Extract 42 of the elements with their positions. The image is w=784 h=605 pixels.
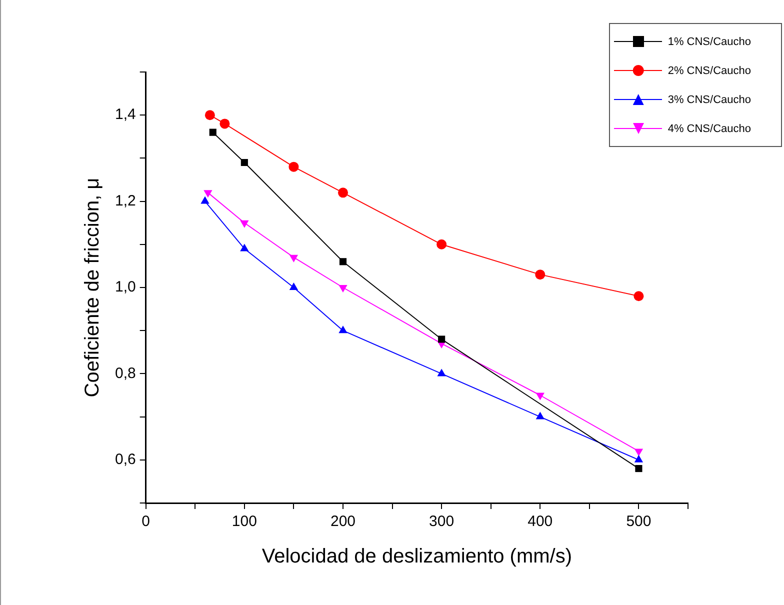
point — [338, 326, 348, 334]
x-tick-label: 500 — [626, 513, 652, 530]
point — [209, 128, 216, 136]
point — [438, 336, 446, 343]
legend-label: 4% CNS/Caucho — [668, 122, 751, 134]
y-axis-title: Coeficiente de friccion, μ — [82, 178, 104, 398]
point — [289, 282, 298, 290]
legend-label: 1% CNS/Caucho — [668, 36, 751, 48]
point — [220, 118, 230, 129]
point — [634, 454, 644, 462]
point — [338, 285, 348, 292]
y-tick-label: 1,0 — [114, 278, 136, 296]
legend-label: 2% CNS/Caucho — [668, 64, 751, 76]
x-tick-label: 0 — [142, 513, 150, 530]
y-tick-label: 0,8 — [114, 364, 136, 382]
point — [288, 162, 299, 172]
point — [635, 464, 642, 472]
y-tick-label: 1,2 — [114, 192, 136, 210]
y-tick-label: 1,4 — [114, 106, 136, 124]
point — [240, 220, 249, 228]
x-tick-label: 400 — [528, 513, 553, 530]
x-tick-label: 300 — [429, 513, 454, 530]
point — [240, 244, 249, 252]
point — [204, 110, 215, 120]
point — [536, 392, 544, 400]
point — [535, 270, 546, 280]
point — [200, 196, 210, 204]
x-tick-label: 200 — [330, 513, 356, 530]
point — [634, 448, 644, 456]
point — [436, 239, 447, 250]
point — [634, 291, 644, 302]
point — [204, 190, 212, 198]
point — [240, 158, 248, 166]
legend-label: 3% CNS/Caucho — [668, 94, 751, 106]
point — [536, 412, 544, 420]
y-tick-label: 0,6 — [114, 451, 136, 468]
point — [289, 254, 298, 262]
point — [339, 258, 347, 266]
point — [338, 188, 348, 198]
x-tick-label: 100 — [232, 513, 257, 530]
x-axis-title: Velocidad de deslizamiento (mm/s) — [262, 546, 572, 568]
point — [437, 368, 446, 376]
